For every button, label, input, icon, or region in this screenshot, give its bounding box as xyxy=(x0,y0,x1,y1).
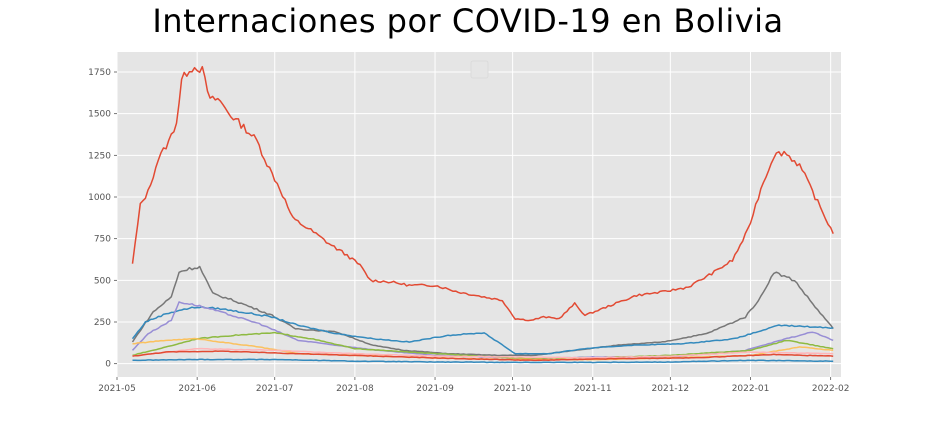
y-tick-labels: 0 250 500 750 1000 1250 1500 1750 xyxy=(88,68,117,370)
x-tick-label: 2022-02 xyxy=(812,384,850,394)
x-tick-label: 2021-11 xyxy=(574,384,612,394)
series-line xyxy=(132,358,834,364)
series-line xyxy=(132,350,834,362)
legend-box xyxy=(470,60,489,79)
x-tick-label: 2021-12 xyxy=(652,384,690,394)
plot-background xyxy=(117,52,841,377)
x-tick-label: 2021-08 xyxy=(336,384,374,394)
y-tick-label: 250 xyxy=(94,318,111,328)
y-tick-label: 1750 xyxy=(88,68,111,78)
y-tick-label: 0 xyxy=(105,360,111,370)
y-tick-label: 750 xyxy=(94,235,111,245)
series-lines xyxy=(131,65,834,364)
y-tick-label: 1000 xyxy=(88,193,111,203)
y-tick-label: 1250 xyxy=(88,151,111,161)
x-tick-label: 2021-09 xyxy=(416,384,454,394)
series-line xyxy=(132,347,834,359)
x-tick-labels: 2021-05 2021-06 2021-07 2021-08 2021-09 2021-… xyxy=(98,377,849,394)
series-line xyxy=(131,65,834,322)
x-tick-label: 2022-01 xyxy=(732,384,770,394)
x-tick-label: 2021-10 xyxy=(494,384,532,394)
x-tick-label: 2021-06 xyxy=(178,384,216,394)
x-tick-label: 2021-05 xyxy=(98,384,136,394)
series-line xyxy=(131,305,834,355)
y-tick-label: 500 xyxy=(94,276,111,286)
x-tick-label: 2021-07 xyxy=(256,384,294,394)
grid-lines xyxy=(116,52,841,377)
series-line xyxy=(131,265,834,357)
y-tick-label: 1500 xyxy=(88,110,111,120)
chart-title: Internaciones por COVID-19 en Bolivia xyxy=(152,2,784,40)
